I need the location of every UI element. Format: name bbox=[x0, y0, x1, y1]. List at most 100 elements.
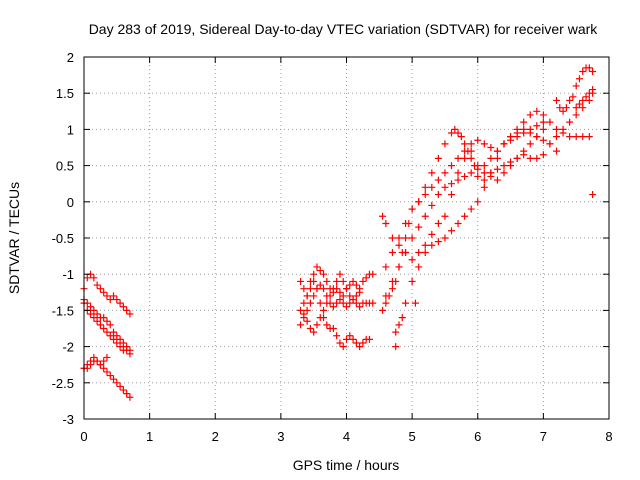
series-trace-r bbox=[392, 191, 597, 351]
data-point bbox=[474, 136, 482, 144]
data-point bbox=[113, 379, 121, 387]
data-point bbox=[346, 299, 354, 307]
data-point bbox=[87, 361, 95, 369]
data-point bbox=[123, 390, 131, 398]
data-point bbox=[303, 306, 311, 314]
data-point bbox=[500, 140, 508, 148]
data-point bbox=[575, 100, 583, 108]
data-point bbox=[513, 154, 521, 162]
data-point bbox=[83, 299, 91, 307]
data-points bbox=[80, 64, 597, 401]
data-point bbox=[103, 368, 111, 376]
data-point bbox=[113, 296, 121, 304]
data-point bbox=[352, 292, 360, 300]
data-point bbox=[395, 263, 403, 271]
data-point bbox=[415, 223, 423, 231]
data-point bbox=[356, 303, 364, 311]
data-point bbox=[103, 292, 111, 300]
series-trace-q bbox=[572, 86, 597, 112]
data-point bbox=[474, 198, 482, 206]
data-point bbox=[100, 357, 108, 365]
data-point bbox=[297, 306, 305, 314]
data-point bbox=[470, 162, 478, 170]
chart-title: Day 283 of 2019, Sidereal Day-to-day VTE… bbox=[89, 21, 599, 37]
data-point bbox=[408, 234, 416, 242]
data-point bbox=[474, 172, 482, 180]
data-point bbox=[362, 274, 370, 282]
data-point bbox=[553, 96, 560, 104]
data-point bbox=[533, 122, 541, 130]
data-point bbox=[103, 328, 111, 336]
x-tick-label: 8 bbox=[605, 429, 612, 444]
data-point bbox=[395, 241, 403, 249]
y-tick-label: 0 bbox=[67, 195, 74, 210]
data-point bbox=[454, 154, 462, 162]
data-point bbox=[316, 281, 324, 289]
data-point bbox=[90, 274, 98, 282]
data-point bbox=[119, 303, 127, 311]
data-point bbox=[441, 140, 449, 148]
data-point bbox=[480, 169, 488, 177]
data-point bbox=[346, 292, 354, 300]
data-point bbox=[415, 248, 423, 256]
data-point bbox=[343, 285, 350, 293]
y-tick-label: 1.5 bbox=[56, 86, 74, 101]
data-point bbox=[461, 140, 469, 148]
data-point bbox=[513, 133, 521, 141]
data-point bbox=[106, 296, 114, 304]
x-tick-label: 2 bbox=[212, 429, 219, 444]
data-point bbox=[87, 310, 95, 318]
data-point bbox=[546, 118, 554, 126]
data-point bbox=[320, 314, 328, 322]
series-trace-p bbox=[553, 64, 597, 115]
series-trace-m bbox=[379, 125, 547, 264]
data-point bbox=[487, 154, 495, 162]
data-point bbox=[336, 270, 344, 278]
data-point bbox=[585, 133, 593, 141]
data-point bbox=[467, 169, 475, 177]
data-point bbox=[310, 328, 318, 336]
data-point bbox=[579, 67, 587, 75]
data-point bbox=[96, 285, 104, 293]
data-point bbox=[323, 277, 331, 285]
data-point bbox=[474, 165, 482, 173]
data-point bbox=[119, 339, 127, 347]
data-point bbox=[589, 67, 597, 75]
data-point bbox=[448, 129, 455, 137]
data-point bbox=[113, 339, 121, 347]
data-point bbox=[96, 361, 104, 369]
data-point bbox=[388, 248, 396, 256]
data-point bbox=[559, 107, 567, 115]
data-point bbox=[303, 317, 311, 325]
data-point bbox=[96, 321, 104, 329]
data-point bbox=[343, 303, 350, 311]
data-point bbox=[448, 227, 455, 235]
data-point bbox=[106, 321, 114, 329]
data-point bbox=[572, 133, 580, 141]
data-point bbox=[339, 343, 347, 351]
data-point bbox=[388, 285, 396, 293]
data-point bbox=[392, 343, 400, 351]
data-point bbox=[441, 234, 449, 242]
data-point bbox=[336, 296, 344, 304]
data-point bbox=[379, 306, 387, 314]
data-point bbox=[533, 133, 541, 141]
data-point bbox=[388, 234, 396, 242]
x-tick-label: 3 bbox=[277, 429, 284, 444]
data-point bbox=[93, 281, 101, 289]
data-point bbox=[303, 292, 311, 300]
data-point bbox=[520, 129, 528, 137]
data-point bbox=[320, 285, 328, 293]
data-point bbox=[339, 292, 347, 300]
data-point bbox=[454, 176, 462, 184]
data-point bbox=[562, 104, 570, 112]
data-point bbox=[566, 133, 574, 141]
data-point bbox=[297, 321, 305, 329]
data-point bbox=[428, 230, 436, 238]
y-tick-label: -2.5 bbox=[52, 376, 74, 391]
data-point bbox=[297, 277, 305, 285]
data-point bbox=[326, 292, 334, 300]
data-point bbox=[316, 267, 324, 275]
data-point bbox=[441, 212, 449, 220]
data-point bbox=[500, 162, 508, 170]
